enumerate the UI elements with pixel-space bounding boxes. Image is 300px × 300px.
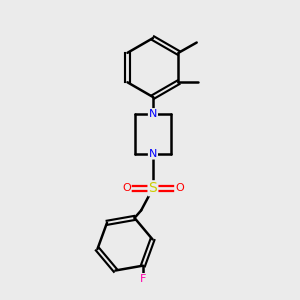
Text: N: N (149, 149, 157, 159)
Text: S: S (148, 181, 157, 195)
Text: O: O (175, 183, 184, 193)
Text: O: O (122, 183, 131, 193)
Text: N: N (149, 109, 157, 119)
Text: F: F (140, 274, 146, 284)
